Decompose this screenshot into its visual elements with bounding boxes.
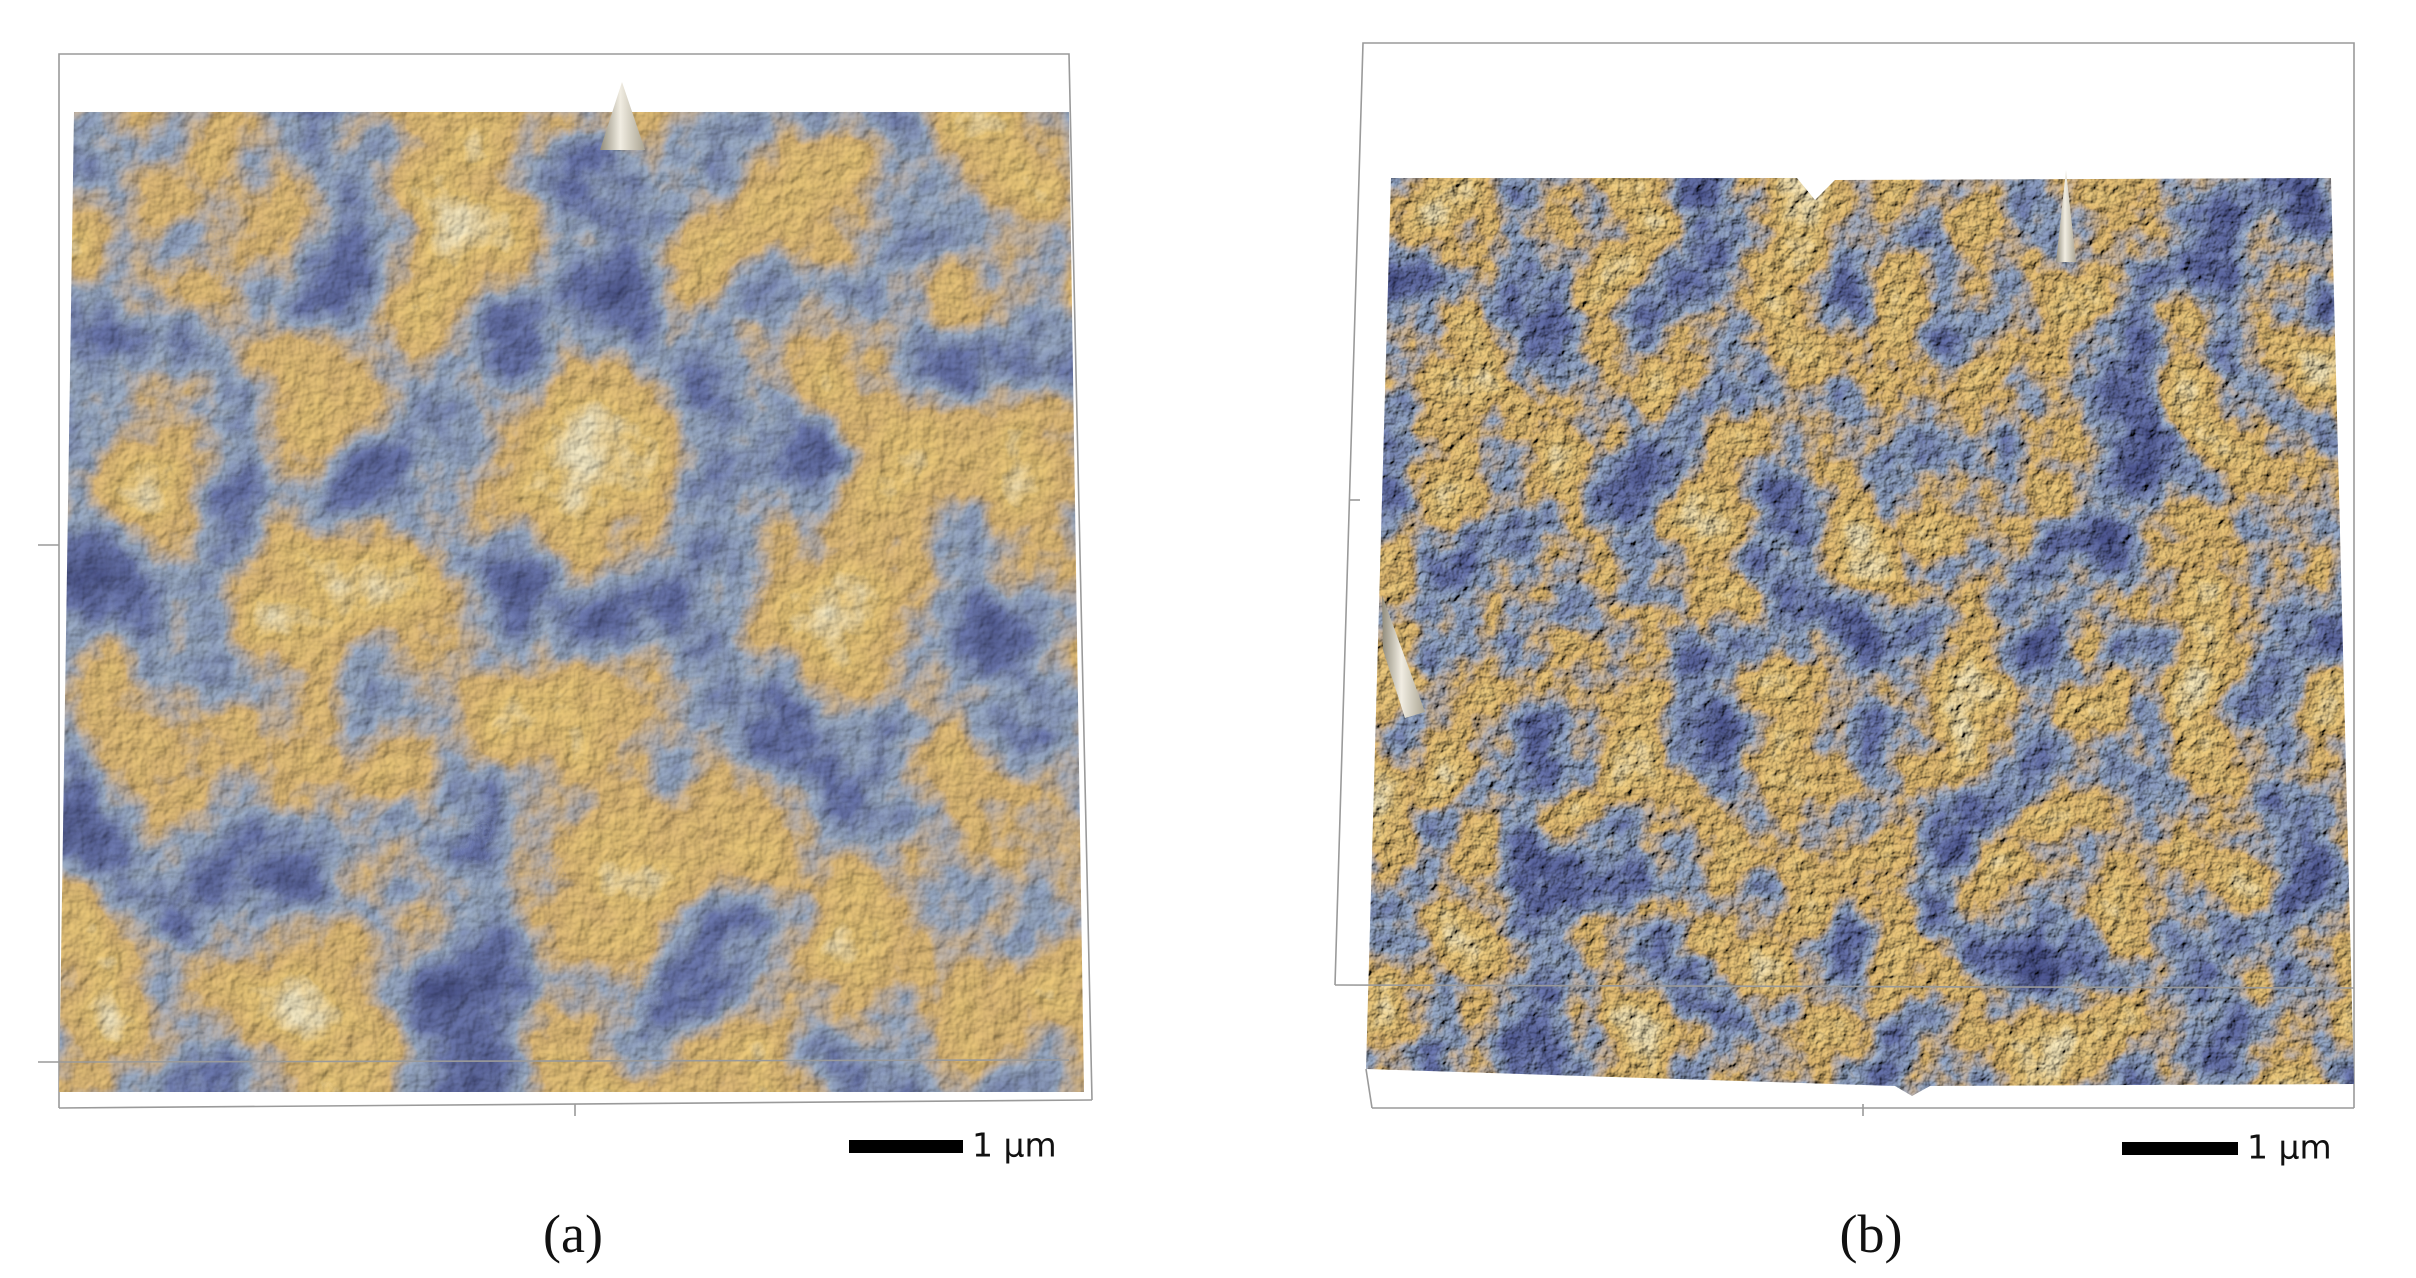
- bounding-box: [38, 1059, 1070, 1063]
- tip-spike: [2056, 170, 2076, 262]
- tip-spike: [600, 82, 645, 150]
- bounding-box: [1334, 984, 2355, 989]
- afm-surface: [59, 112, 1084, 1092]
- tip-spike: [1382, 595, 1425, 718]
- scale-bar-label: 1 µm: [2247, 1128, 2332, 1167]
- panel-label: (a): [543, 1204, 603, 1264]
- scale-bar: [2122, 1142, 2238, 1155]
- panel-label: (b): [1840, 1204, 1903, 1264]
- bounding-box: [1365, 1068, 1373, 1109]
- afm-surface: [1366, 178, 2354, 1096]
- panel-a: 1 µm (a): [38, 53, 1093, 1264]
- bounding-box: [58, 53, 1093, 1108]
- scale-bar-label: 1 µm: [972, 1126, 1057, 1165]
- panel-b: 1 µm (b): [1334, 42, 2355, 1264]
- bounding-box: [1334, 42, 2355, 1108]
- scale-bar: [849, 1140, 963, 1153]
